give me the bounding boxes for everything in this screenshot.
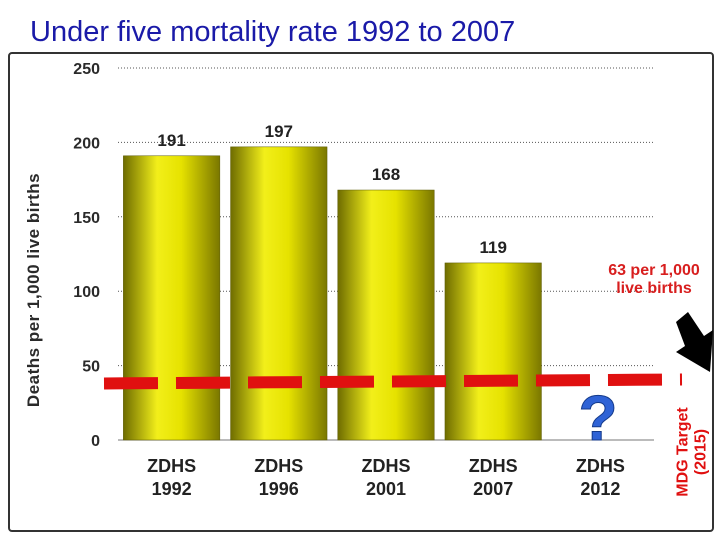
y-axis-ticks: 0 50 100 150 200 250: [73, 61, 100, 450]
bars: 191 197 168 119: [123, 122, 542, 441]
y-tick-label: 100: [73, 284, 100, 301]
target-dashed-line: [103, 373, 683, 390]
x-tick-label: ZDHS: [362, 456, 411, 476]
y-tick-label: 150: [73, 210, 100, 227]
x-tick-label: 2012: [580, 479, 620, 499]
mdg-label-line-1: MDG Target: [674, 407, 692, 497]
chart-frame: [8, 52, 714, 532]
mdg-note-line-2: live births: [616, 280, 692, 298]
question-mark: ?: [578, 382, 617, 454]
x-tick-label: 2001: [366, 479, 406, 499]
x-tick-label: 1992: [152, 479, 192, 499]
mdg-label-line-2: (2015): [693, 428, 710, 476]
y-axis-label-text: Deaths per 1,000 live births: [24, 172, 43, 408]
bar-value-label: 119: [479, 238, 506, 257]
arrow: [676, 312, 713, 372]
mdg-target-note: 63 per 1,000 live births: [590, 262, 718, 299]
mdg-note-line-1: 63 per 1,000: [608, 262, 700, 279]
x-tick-label: ZDHS: [254, 456, 303, 476]
mdg-target-line: [103, 373, 683, 390]
bar: [230, 146, 328, 441]
x-tick-label: ZDHS: [469, 456, 518, 476]
bar: [444, 262, 542, 441]
y-tick-label: 0: [91, 433, 100, 450]
x-tick-label: 1996: [259, 479, 299, 499]
arrow-icon: [676, 312, 713, 372]
bar-value-label: 197: [265, 122, 293, 141]
bar-value-label: 168: [372, 165, 400, 184]
x-axis-labels: ZDHS 1992 ZDHS 1996 ZDHS 2001 ZDHS 2007 ZDHS 2012: [147, 456, 625, 499]
y-tick-label: 50: [82, 359, 100, 376]
y-tick-label: 250: [73, 61, 100, 78]
bar-value-label: 191: [157, 131, 185, 150]
x-tick-label: ZDHS: [147, 456, 196, 476]
x-tick-label: 2007: [473, 479, 513, 499]
slide-title: Under five mortality rate 1992 to 2007: [30, 16, 516, 48]
bar: [123, 155, 221, 441]
bar: [337, 189, 435, 441]
x-tick-label: ZDHS: [576, 456, 625, 476]
y-tick-label: 200: [73, 135, 100, 152]
